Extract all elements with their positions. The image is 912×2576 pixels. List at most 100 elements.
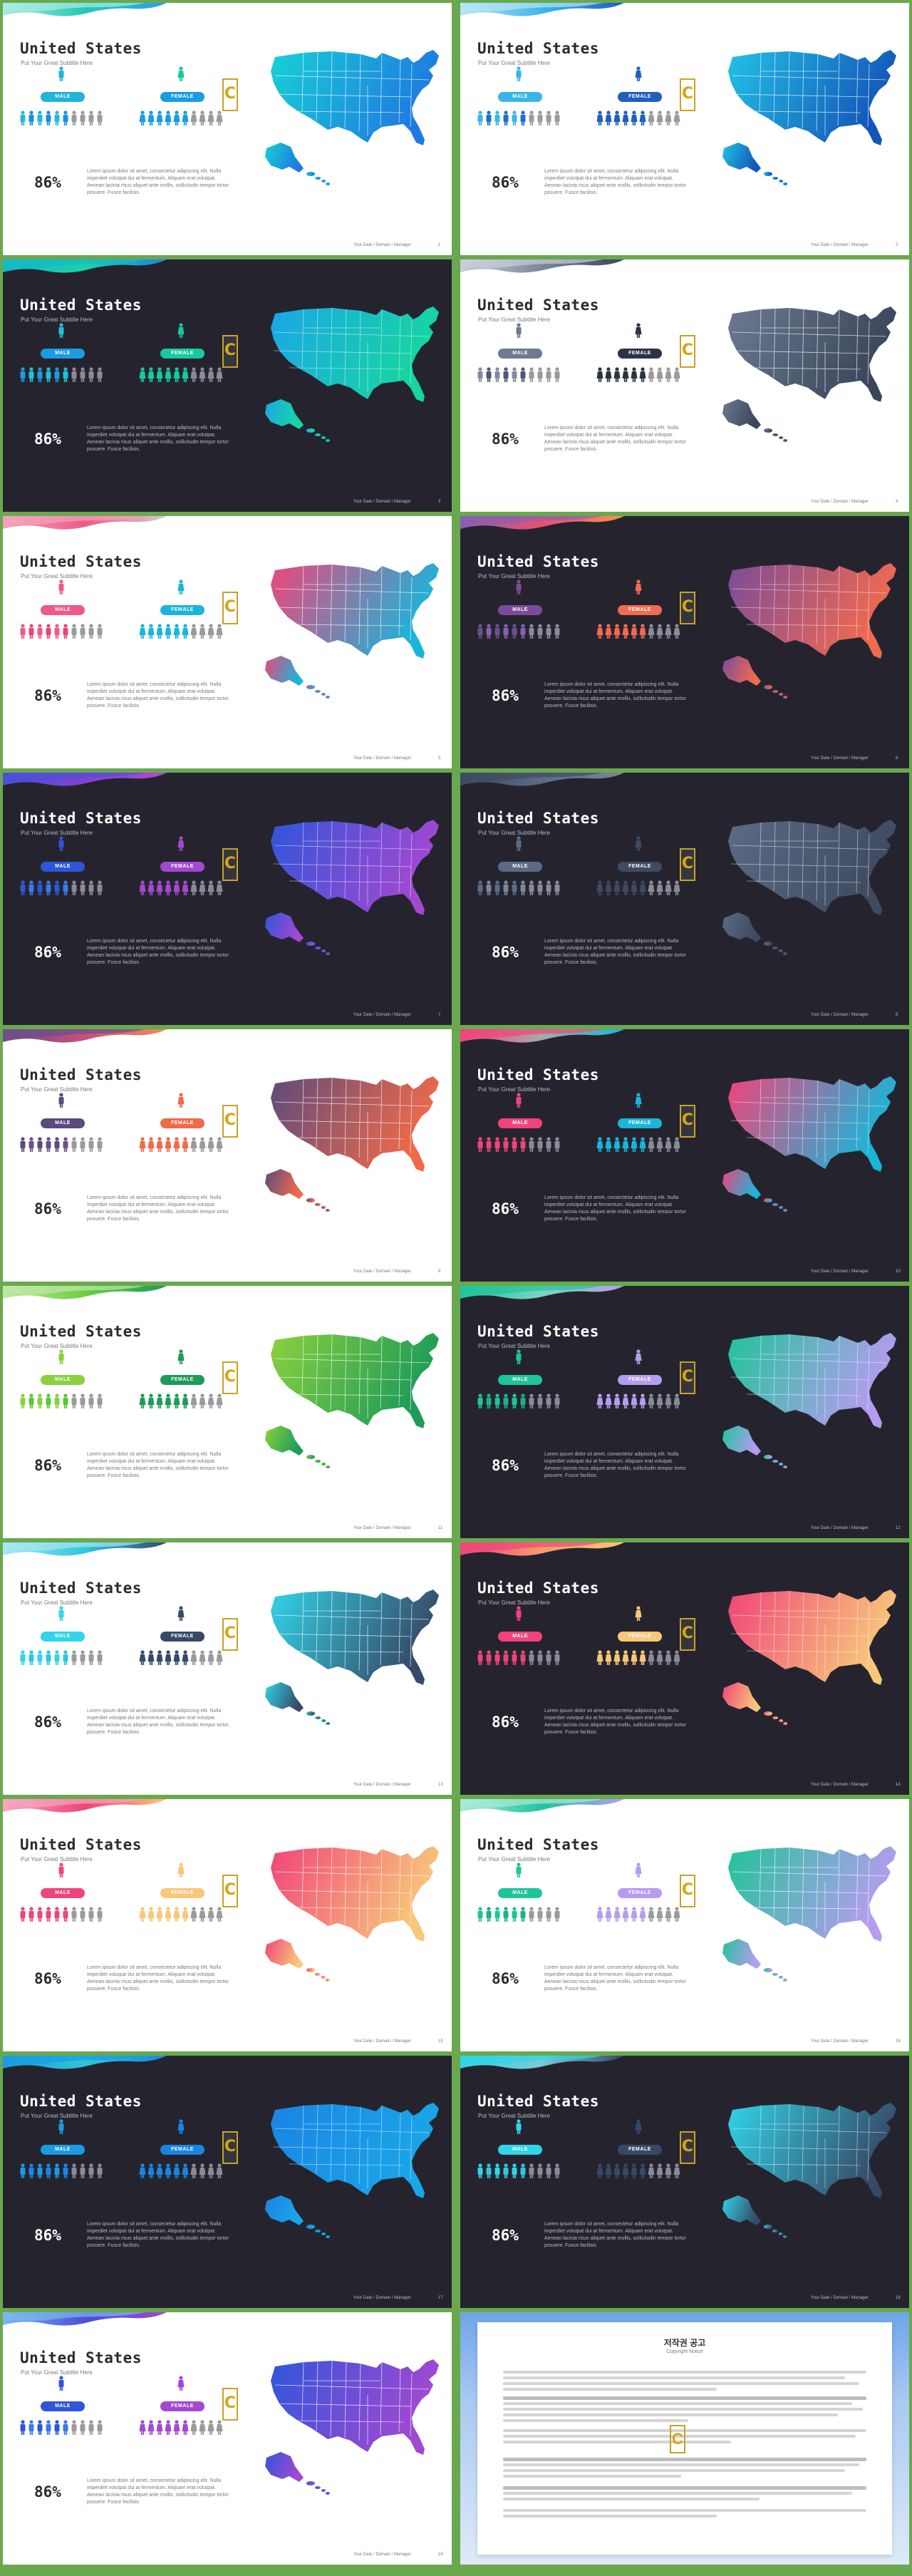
male-person-icon bbox=[58, 579, 64, 594]
brand-c-logo: C bbox=[222, 592, 238, 624]
slide-thumbnail-14[interactable]: United States Put Your Great Subtitle He… bbox=[460, 1542, 909, 1795]
female-group: FEMALE C bbox=[596, 322, 695, 386]
brand-c-logo: C bbox=[680, 1361, 695, 1394]
male-people-row bbox=[477, 2163, 560, 2178]
male-label-pill: MALE bbox=[41, 2145, 85, 2155]
slide-thumbnail-12[interactable]: United States Put Your Great Subtitle He… bbox=[460, 1286, 909, 1538]
slide-thumbnail-19[interactable]: United States Put Your Great Subtitle He… bbox=[3, 2312, 452, 2565]
slide-thumbnail-16[interactable]: United States Put Your Great Subtitle He… bbox=[460, 1799, 909, 2051]
brand-c-logo: C bbox=[680, 335, 695, 368]
slide-thumbnail-1[interactable]: United States Put Your Great Subtitle He… bbox=[3, 3, 452, 255]
slide-subtitle: Put Your Great Subtitle Here bbox=[478, 1343, 550, 1349]
usa-map bbox=[265, 50, 439, 185]
header-wave bbox=[3, 259, 167, 273]
female-label-pill: FEMALE bbox=[160, 1375, 204, 1385]
female-group: FEMALE C bbox=[138, 835, 238, 900]
notice-text-line bbox=[503, 2413, 838, 2416]
male-person-icon bbox=[516, 1093, 522, 1108]
female-label-pill: FEMALE bbox=[160, 605, 204, 615]
female-group: FEMALE C bbox=[596, 2118, 695, 2183]
slide-thumbnail-18[interactable]: United States Put Your Great Subtitle He… bbox=[460, 2056, 909, 2308]
alaska bbox=[265, 399, 304, 429]
header-wave bbox=[460, 1799, 624, 1813]
percentage-value: 86% bbox=[34, 1457, 61, 1474]
male-label-pill: MALE bbox=[498, 1375, 542, 1385]
male-people-row bbox=[20, 367, 103, 382]
male-label-pill: MALE bbox=[41, 862, 85, 872]
male-group: MALE bbox=[19, 579, 111, 643]
page-number: 4 bbox=[896, 500, 898, 504]
slide-thumbnail-10[interactable]: United States Put Your Great Subtitle He… bbox=[460, 1029, 909, 1282]
female-people-row bbox=[139, 2420, 223, 2435]
body-text: Lorem ipsum dolor sit amet, consectetur … bbox=[87, 169, 229, 195]
female-label-pill: FEMALE bbox=[618, 1632, 662, 1642]
male-label-pill: MALE bbox=[41, 1375, 85, 1385]
slide-thumbnail-6[interactable]: United States Put Your Great Subtitle He… bbox=[460, 516, 909, 768]
usa-mainland bbox=[271, 563, 439, 659]
slide-subtitle: Put Your Great Subtitle Here bbox=[478, 830, 550, 836]
male-people-row bbox=[477, 624, 560, 639]
slide-thumbnail-13[interactable]: United States Put Your Great Subtitle He… bbox=[3, 1542, 452, 1795]
usa-mainland bbox=[728, 1333, 896, 1428]
usa-mainland bbox=[728, 1076, 896, 1172]
slide-thumbnail-8[interactable]: United States Put Your Great Subtitle He… bbox=[460, 773, 909, 1025]
state-borders bbox=[730, 564, 887, 649]
slide-thumbnail-11[interactable]: United States Put Your Great Subtitle He… bbox=[3, 1286, 452, 1538]
slide-thumbnail-15[interactable]: United States Put Your Great Subtitle He… bbox=[3, 1799, 452, 2051]
female-group: FEMALE C bbox=[138, 2118, 238, 2183]
notice-text-line bbox=[503, 2469, 845, 2472]
male-person-icon bbox=[58, 66, 64, 81]
male-label-pill: MALE bbox=[41, 1888, 85, 1898]
state-borders bbox=[730, 820, 887, 905]
male-group: MALE bbox=[19, 835, 111, 900]
slide-thumbnail-5[interactable]: United States Put Your Great Subtitle He… bbox=[3, 516, 452, 768]
male-label-pill: MALE bbox=[41, 349, 85, 359]
alaska bbox=[722, 2195, 761, 2225]
notice-text-line bbox=[503, 2376, 845, 2379]
slide-subtitle: Put Your Great Subtitle Here bbox=[478, 1086, 550, 1093]
usa-map bbox=[265, 2359, 439, 2495]
male-label-pill: MALE bbox=[498, 862, 542, 872]
male-person-icon bbox=[58, 2376, 64, 2391]
male-person-icon bbox=[516, 579, 522, 594]
state-borders bbox=[273, 564, 430, 649]
state-borders bbox=[273, 2360, 430, 2445]
slide-thumbnail-9[interactable]: United States Put Your Great Subtitle He… bbox=[3, 1029, 452, 1282]
notice-text-line bbox=[503, 2435, 856, 2438]
percentage-value: 86% bbox=[34, 1714, 61, 1731]
slide-footer: Your Date / Domain / Manager bbox=[353, 1013, 411, 1017]
female-people-row bbox=[139, 1137, 223, 1152]
female-people-row bbox=[596, 2163, 680, 2178]
page-number: 17 bbox=[438, 2296, 443, 2300]
brand-c-logo: C bbox=[680, 78, 695, 111]
alaska bbox=[265, 1169, 304, 1199]
state-borders bbox=[273, 820, 430, 905]
female-person-icon bbox=[635, 2119, 642, 2134]
slide-thumbnail-7[interactable]: United States Put Your Great Subtitle He… bbox=[3, 773, 452, 1025]
slide-thumbnail-3[interactable]: United States Put Your Great Subtitle He… bbox=[3, 259, 452, 512]
header-wave bbox=[460, 1542, 624, 1556]
female-label-pill: FEMALE bbox=[618, 1375, 662, 1385]
usa-mainland bbox=[271, 1590, 439, 1685]
female-group: FEMALE C bbox=[138, 1349, 238, 1413]
slide-thumbnail-4[interactable]: United States Put Your Great Subtitle He… bbox=[460, 259, 909, 512]
female-person-icon bbox=[177, 836, 185, 851]
alaska bbox=[265, 2195, 304, 2225]
brand-c-logo: C bbox=[222, 1361, 238, 1394]
state-borders bbox=[273, 1847, 430, 1932]
copyright-notice-slide[interactable]: 저작권 공고 Copyright Notice C bbox=[460, 2312, 909, 2565]
percentage-value: 86% bbox=[492, 2227, 519, 2244]
slide-footer: Your Date / Domain / Manager bbox=[353, 500, 411, 504]
usa-mainland bbox=[728, 820, 896, 915]
usa-map bbox=[265, 1846, 439, 1982]
female-group: FEMALE C bbox=[596, 1605, 695, 1669]
slide-thumbnail-2[interactable]: United States Put Your Great Subtitle He… bbox=[460, 3, 909, 255]
slide-thumbnail-17[interactable]: United States Put Your Great Subtitle He… bbox=[3, 2056, 452, 2308]
usa-map bbox=[265, 1076, 439, 1212]
male-group: MALE bbox=[19, 2118, 111, 2183]
male-people-row bbox=[477, 1393, 560, 1408]
body-text: Lorem ipsum dolor sit amet, consectetur … bbox=[544, 1709, 686, 1735]
state-borders bbox=[730, 2103, 887, 2188]
slide-title: United States bbox=[477, 810, 599, 827]
slide-title: United States bbox=[477, 1066, 599, 1083]
